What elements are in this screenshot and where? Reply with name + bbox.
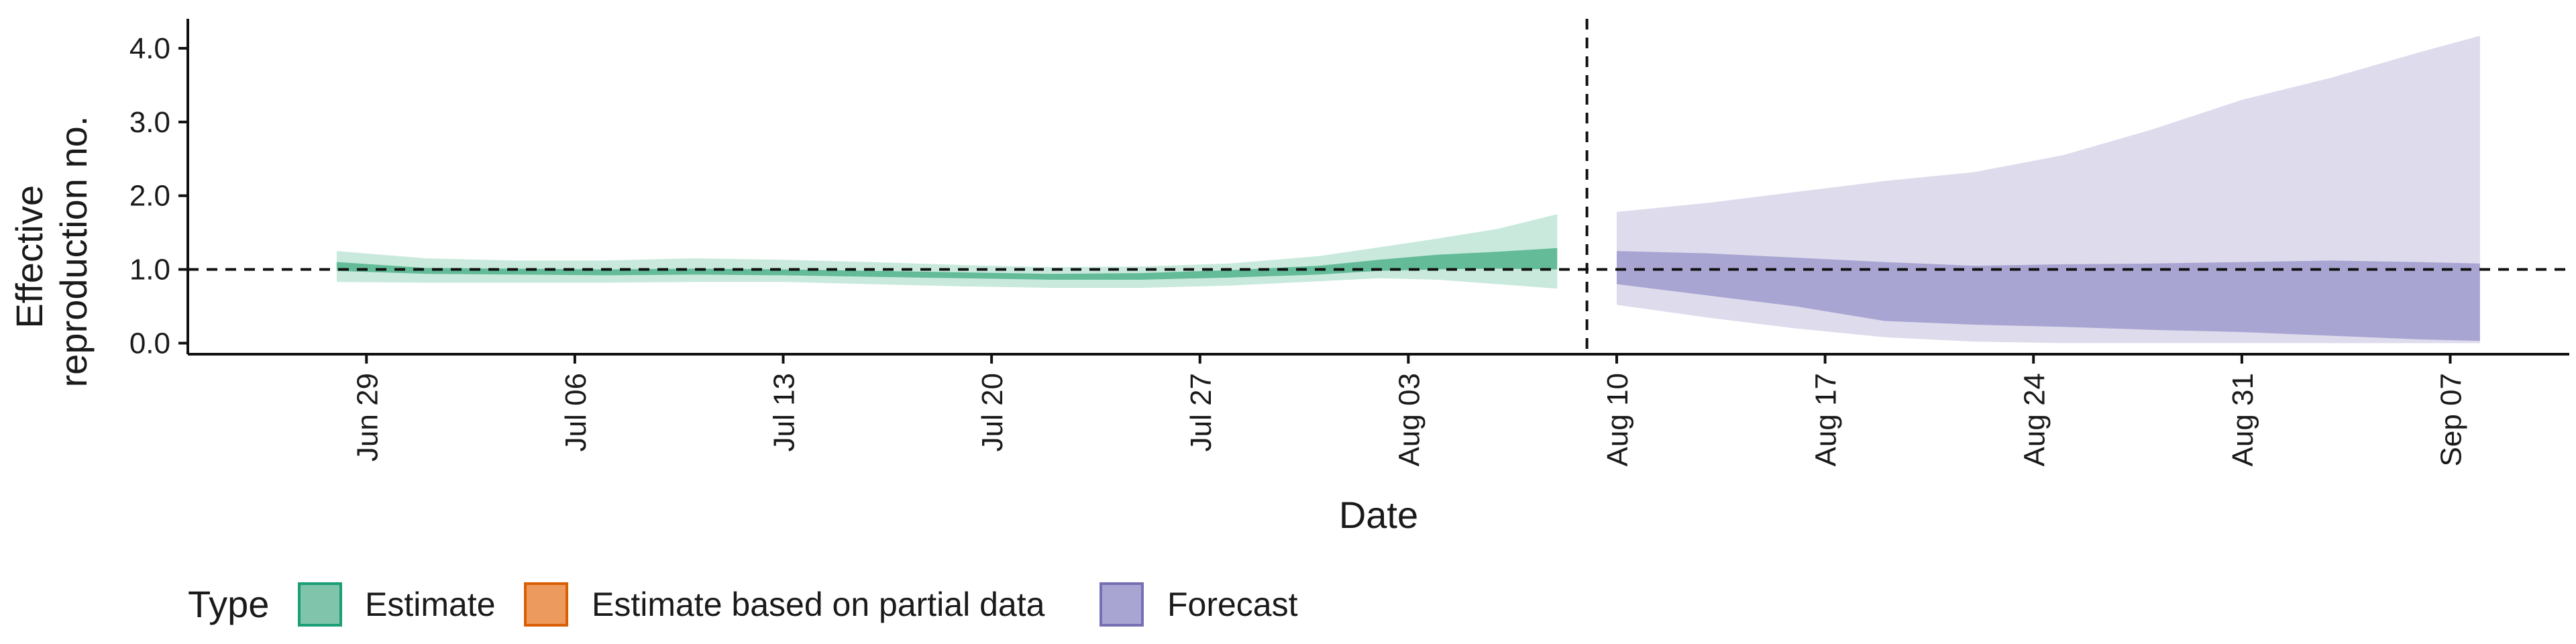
legend-key-forecast <box>1099 582 1144 627</box>
legend-item-estimate-partial: Estimate based on partial data <box>524 582 1045 627</box>
x-tick-label: Aug 24 <box>2018 373 2051 466</box>
x-tick-label: Jul 06 <box>559 373 592 451</box>
y-tick-label: 4.0 <box>129 32 170 65</box>
y-axis-title: Effective reproduction no. <box>8 116 95 388</box>
legend-item-estimate: Estimate <box>298 582 496 627</box>
y-tick-label: 0.0 <box>129 327 170 360</box>
y-axis-title-line-2: reproduction no. <box>52 116 95 388</box>
x-axis-title: Date <box>1339 494 1418 536</box>
x-tick-label: Aug 03 <box>1393 373 1426 466</box>
legend-label-estimate: Estimate <box>365 586 496 623</box>
x-tick-label: Jun 29 <box>351 373 384 462</box>
legend-item-forecast: Forecast <box>1099 582 1298 627</box>
x-tick-label: Aug 31 <box>2226 373 2259 466</box>
x-tick-label: Aug 10 <box>1601 373 1634 466</box>
x-tick-label: Jul 13 <box>768 373 801 451</box>
reference-lines <box>188 19 2569 354</box>
x-tick-label: Aug 17 <box>1810 373 1843 466</box>
axes: 0.0 1.0 2.0 3.0 4.0 Jun 29 Jul 06 Jul 13 Jul 20 J… <box>129 19 2569 466</box>
x-tick-label: Jul 27 <box>1185 373 1218 451</box>
legend: Type Estimate Estimate based on partial … <box>188 582 1298 627</box>
legend-title: Type <box>188 583 269 625</box>
legend-label-forecast: Forecast <box>1167 586 1298 623</box>
x-tick-label: Sep 07 <box>2435 373 2468 466</box>
y-tick-label: 2.0 <box>129 180 170 213</box>
forecast-50pct-band <box>1617 251 2480 341</box>
legend-key-estimate <box>298 582 342 627</box>
legend-key-estimate-partial <box>524 582 568 627</box>
estimate-50pct-band <box>336 248 1558 280</box>
legend-label-estimate-partial: Estimate based on partial data <box>592 586 1045 623</box>
band-layer <box>336 36 2480 343</box>
y-tick-label: 3.0 <box>129 106 170 139</box>
y-tick-label: 1.0 <box>129 254 170 286</box>
y-axis-title-line-1: Effective <box>8 185 50 329</box>
x-tick-label: Jul 20 <box>976 373 1009 451</box>
